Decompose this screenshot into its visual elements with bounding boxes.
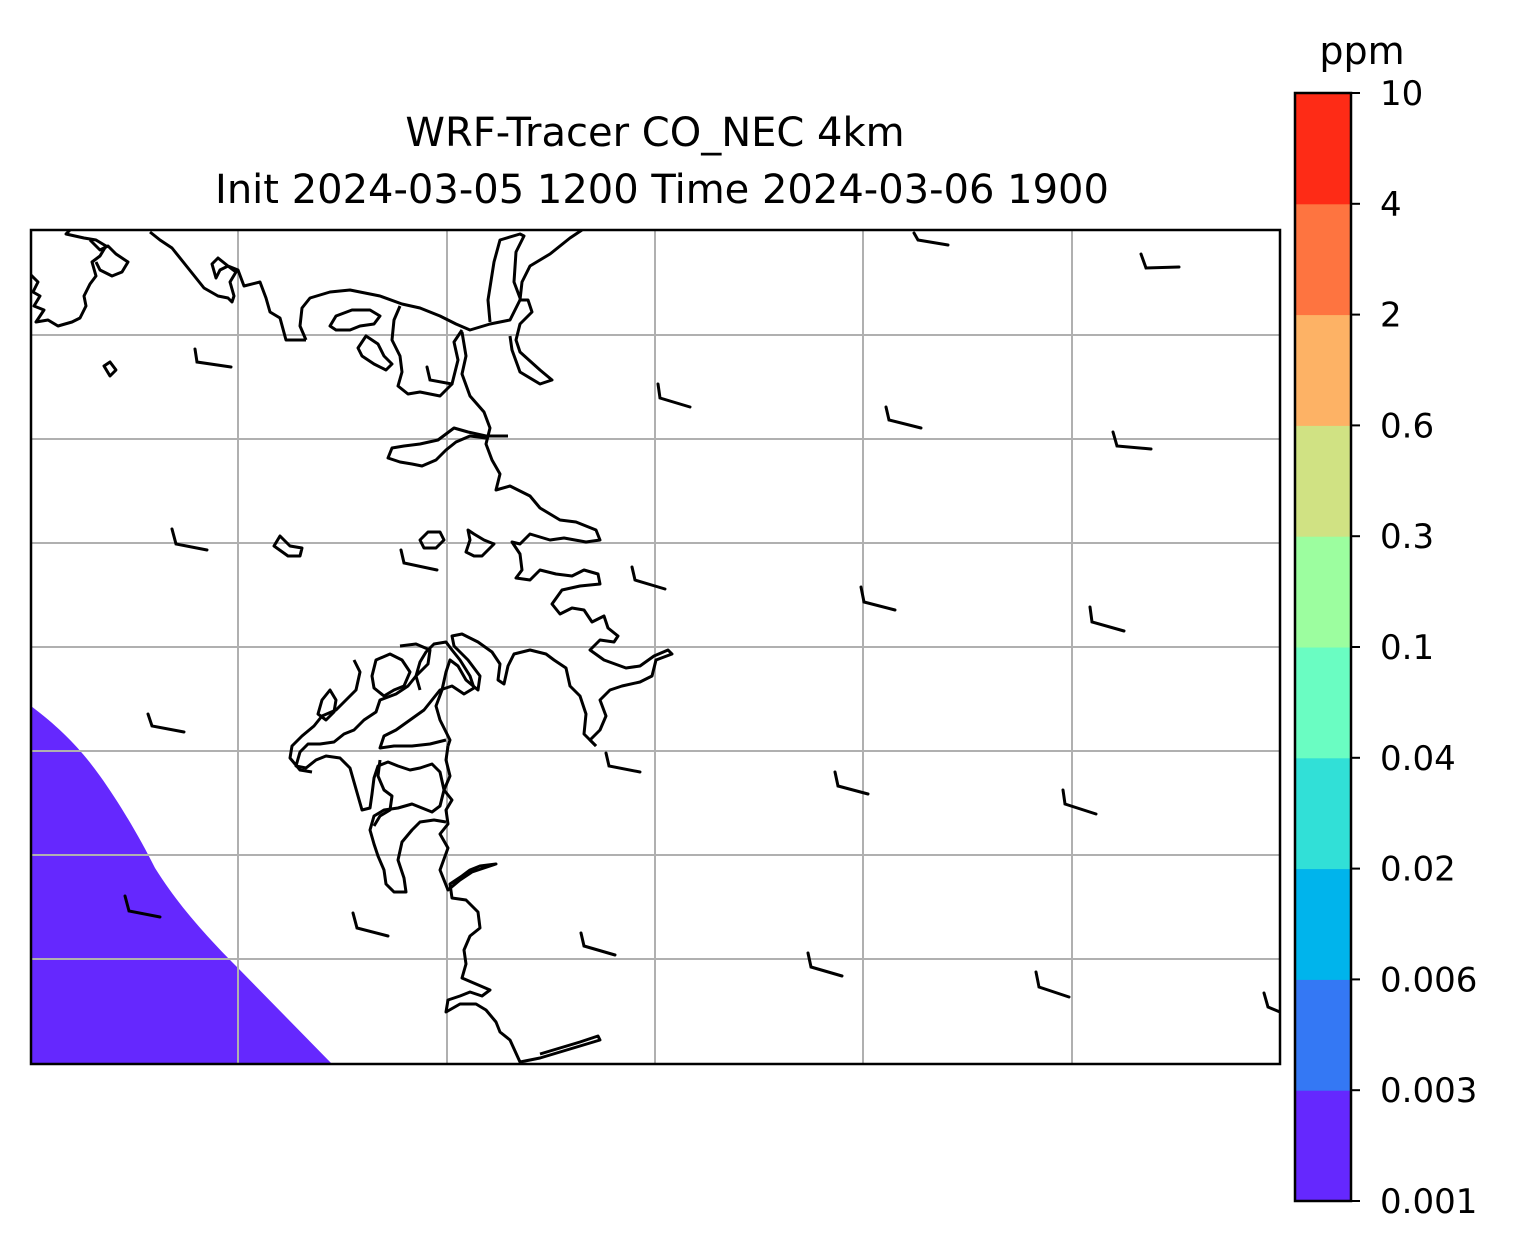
map-frame xyxy=(29,228,1282,1066)
coastline-inlet xyxy=(486,232,526,323)
wind-barb xyxy=(604,751,642,774)
wind-barb xyxy=(884,405,923,430)
coastline-north-bay xyxy=(149,230,306,342)
colorbar-tick-label: 10 xyxy=(1380,74,1423,114)
coastline-complex-west xyxy=(378,640,476,750)
colorbar-ticks: 0.001 0.003 0.006 0.02 0.04 0.1 0.3 0.6 2 4 10 xyxy=(1351,74,1477,1222)
coastline-complex-west-4 xyxy=(316,652,412,827)
coastline-northwest-2 xyxy=(88,238,130,278)
colorbar-tick-label: 0.04 xyxy=(1380,739,1456,779)
coastline-complex-west-3 xyxy=(288,659,362,774)
colorbar-bands xyxy=(1295,93,1351,1202)
wind-barb xyxy=(425,365,454,386)
wind-barb xyxy=(170,527,209,552)
coastline-bay-east xyxy=(460,331,674,748)
colorbar-tick-label: 2 xyxy=(1380,296,1402,336)
colorbar-band xyxy=(1295,757,1351,870)
wind-barb xyxy=(351,911,390,938)
coastlines xyxy=(31,230,674,1064)
colorbar-tick-label: 0.003 xyxy=(1380,1071,1477,1111)
colorbar: ppm 0.001 0.003 0.006 0.02 0.04 0.1 0.3 0.6 2 4 10 xyxy=(1293,29,1477,1222)
wind-barb xyxy=(1088,605,1126,633)
colorbar-tick-label: 0.006 xyxy=(1380,960,1477,1000)
colorbar-band xyxy=(1295,425,1351,537)
coastline-delta-2 xyxy=(356,334,394,372)
colorbar-band xyxy=(1295,536,1351,648)
wind-barb xyxy=(579,931,617,957)
colorbar-band xyxy=(1295,868,1351,980)
coastline-inlet-2 xyxy=(518,230,583,301)
wind-barb xyxy=(193,347,233,369)
wind-barb xyxy=(1139,252,1181,270)
wind-barb xyxy=(146,712,186,734)
colorbar-tick-label: 0.001 xyxy=(1380,1182,1477,1222)
colorbar-band xyxy=(1295,203,1351,316)
coastline-island-1 xyxy=(328,308,382,332)
wind-barb xyxy=(630,565,667,591)
wind-barb xyxy=(912,231,950,247)
coastline-delta xyxy=(390,305,464,398)
wind-barb xyxy=(656,382,692,409)
wind-barb xyxy=(833,770,870,796)
colorbar-band xyxy=(1295,93,1351,205)
map-grid xyxy=(31,230,1280,1064)
colorbar-band xyxy=(1295,647,1351,759)
colorbar-tick-label: 4 xyxy=(1380,185,1402,225)
colorbar-tick-label: 0.6 xyxy=(1380,406,1434,446)
wind-barb xyxy=(806,951,844,978)
chart-title-line1: WRF-Tracer CO_NEC 4km xyxy=(405,110,904,156)
colorbar-frame xyxy=(1293,91,1353,1203)
map-area xyxy=(31,230,1280,1064)
wind-barb xyxy=(1061,788,1098,816)
coastline-south-inland xyxy=(438,745,602,1064)
colorbar-tick-label: 0.02 xyxy=(1380,850,1456,890)
coastline-northwest xyxy=(31,230,108,328)
wind-barbs xyxy=(123,231,1280,1014)
colorbar-band xyxy=(1295,314,1351,426)
wind-barb xyxy=(399,548,439,572)
colorbar-unit-label: ppm xyxy=(1319,29,1404,73)
coastline-islets xyxy=(272,528,496,558)
colorbar-band xyxy=(1295,1090,1351,1202)
concentration-fill xyxy=(31,706,332,1064)
wind-barb xyxy=(859,585,897,612)
colorbar-tick-label: 0.3 xyxy=(1380,517,1434,557)
wind-barb xyxy=(1111,430,1153,451)
coastline-peninsula xyxy=(298,288,554,386)
colorbar-band xyxy=(1295,979,1351,1091)
wind-barb xyxy=(1034,970,1071,999)
coastline-island-2 xyxy=(102,360,118,378)
coastline-strait xyxy=(386,426,508,468)
colorbar-tick-label: 0.1 xyxy=(1380,628,1434,668)
coastline-bay-west xyxy=(434,632,598,748)
wind-barb xyxy=(123,894,162,919)
wind-barb xyxy=(1262,991,1280,1014)
chart-title-line2: Init 2024-03-05 1200 Time 2024-03-06 190… xyxy=(215,167,1109,213)
